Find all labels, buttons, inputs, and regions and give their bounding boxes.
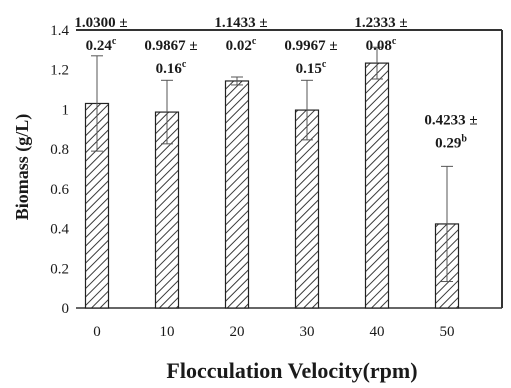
y-tick-label: 0.4 xyxy=(50,222,69,238)
data-labels: 1.0300 ± 0.24c 0.9867 ± 0.16c 1.1433 ± 0.02c 0… xyxy=(74,15,477,151)
significance-letter: c xyxy=(112,36,117,47)
x-tick-label: 20 xyxy=(230,324,245,340)
data-label-error: 0.29b xyxy=(435,133,467,151)
significance-letter: c xyxy=(392,36,397,47)
error-bar xyxy=(91,55,103,152)
error-bar xyxy=(371,46,383,80)
error-bar xyxy=(441,165,453,283)
y-axis-ticks: 0 0.2 0.4 0.6 0.8 1 1.2 1.4 xyxy=(50,23,69,317)
x-tick-label: 10 xyxy=(160,324,175,340)
error-bars xyxy=(91,46,453,283)
y-tick-label: 1.2 xyxy=(50,63,69,79)
error-bar xyxy=(231,76,243,86)
x-tick-label: 30 xyxy=(300,324,315,340)
error-bar xyxy=(301,79,313,141)
x-tick-label: 50 xyxy=(440,324,455,340)
y-axis-title: Biomass (g/L) xyxy=(12,114,33,221)
x-tick-label: 40 xyxy=(370,324,385,340)
x-axis-title: Flocculation Velocity(rpm) xyxy=(166,358,417,383)
data-label-value: 0.9867 ± xyxy=(144,38,197,54)
data-label-value: 0.9967 ± xyxy=(284,38,337,54)
data-label-value: 1.0300 ± xyxy=(74,15,127,31)
x-axis-ticks: 0 10 20 30 40 50 xyxy=(93,324,454,340)
significance-letter: b xyxy=(461,133,467,144)
data-label-error: 0.08c xyxy=(366,36,397,54)
error-bar xyxy=(161,79,173,145)
data-label-error: 0.16c xyxy=(156,59,187,77)
significance-letter: c xyxy=(322,59,327,70)
y-tick-label: 0 xyxy=(62,301,70,317)
y-tick-label: 1.4 xyxy=(50,23,69,39)
significance-letter: c xyxy=(252,36,257,47)
bar xyxy=(364,62,390,309)
bar xyxy=(224,80,250,309)
significance-letter: c xyxy=(182,59,187,70)
plot-frame xyxy=(76,29,503,309)
x-tick-label: 0 xyxy=(93,324,101,340)
data-label-error: 0.02c xyxy=(226,36,257,54)
data-label-error: 0.24c xyxy=(86,36,117,54)
y-tick-label: 0.6 xyxy=(50,182,69,198)
data-label-value: 0.4233 ± xyxy=(424,112,477,128)
bars xyxy=(84,62,460,309)
data-label-value: 1.2333 ± xyxy=(354,15,407,31)
y-tick-label: 1 xyxy=(62,102,70,118)
y-tick-label: 0.2 xyxy=(50,261,69,277)
y-tick-label: 0.8 xyxy=(50,142,69,158)
data-label-error: 0.15c xyxy=(296,59,327,77)
data-label-value: 1.1433 ± xyxy=(214,15,267,31)
